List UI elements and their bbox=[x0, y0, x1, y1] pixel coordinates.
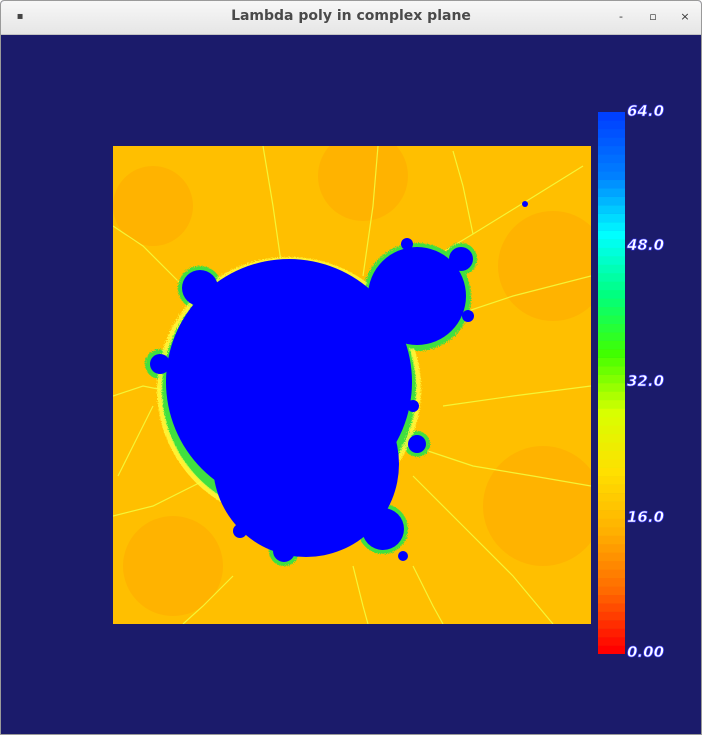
colorbar-cell bbox=[598, 239, 625, 248]
colorbar-cell bbox=[598, 526, 625, 536]
colorbar-cell bbox=[598, 162, 625, 172]
colorbar-cell bbox=[598, 120, 625, 130]
colorbar-cell bbox=[598, 493, 625, 502]
colorbar-cell bbox=[598, 552, 625, 562]
colorbar-cell bbox=[598, 442, 625, 452]
fractal-plot[interactable] bbox=[113, 146, 591, 624]
colorbar-cell bbox=[598, 255, 625, 265]
colorbar-cell bbox=[598, 560, 625, 570]
colorbar-cell bbox=[598, 450, 625, 460]
colorbar-cell bbox=[598, 543, 625, 553]
colorbar-cell bbox=[598, 645, 625, 654]
colorbar bbox=[598, 112, 625, 654]
colorbar-cell bbox=[598, 264, 625, 274]
colorbar-cell bbox=[598, 476, 625, 485]
colorbar-cell bbox=[598, 171, 625, 181]
colorbar-cell bbox=[598, 272, 625, 282]
colorbar-cell bbox=[598, 391, 625, 401]
window-menu-icon[interactable]: ▪ bbox=[16, 11, 24, 22]
title-bar[interactable]: ▪ Lambda poly in complex plane - ▫ × bbox=[1, 1, 701, 35]
colorbar-cell bbox=[598, 374, 625, 384]
colorbar-cell bbox=[598, 603, 625, 612]
colorbar-cell bbox=[598, 213, 625, 223]
minimize-icon[interactable]: - bbox=[619, 10, 623, 23]
colorbar-cell bbox=[598, 222, 625, 231]
colorbar-cell bbox=[598, 611, 625, 621]
colorbar-cell bbox=[598, 179, 625, 189]
colorbar-cell bbox=[598, 518, 625, 528]
colorbar-cell bbox=[598, 594, 625, 604]
colorbar-cell bbox=[598, 620, 625, 629]
colorbar-cell bbox=[598, 306, 625, 316]
colorbar-label-32: 32.0 bbox=[627, 372, 665, 390]
colorbar-cell bbox=[598, 535, 625, 545]
colorbar-cell bbox=[598, 196, 625, 206]
colorbar-cell bbox=[598, 137, 625, 147]
colorbar-cell bbox=[598, 510, 625, 519]
colorbar-cell bbox=[598, 145, 625, 155]
colorbar-cell bbox=[598, 332, 625, 341]
colorbar-cell bbox=[598, 467, 625, 477]
maximize-icon[interactable]: ▫ bbox=[649, 10, 657, 23]
colorbar-cell bbox=[598, 408, 625, 418]
colorbar-cell bbox=[598, 188, 625, 197]
colorbar-cell bbox=[598, 349, 625, 358]
colorbar-cell bbox=[598, 289, 625, 299]
colorbar-cell bbox=[598, 230, 625, 240]
colorbar-cell bbox=[598, 247, 625, 257]
colorbar-cell bbox=[598, 484, 625, 494]
colorbar-cell bbox=[598, 315, 625, 325]
set-interior bbox=[150, 201, 528, 562]
colorbar-cell bbox=[598, 501, 625, 511]
colorbar-cell bbox=[598, 112, 625, 121]
close-icon[interactable]: × bbox=[680, 10, 690, 23]
colorbar-cell bbox=[598, 357, 625, 367]
colorbar-cell bbox=[598, 323, 625, 333]
colorbar-cell bbox=[598, 340, 625, 350]
colorbar-cell bbox=[598, 366, 625, 375]
colorbar-cell bbox=[598, 586, 625, 596]
colorbar-cell bbox=[598, 281, 625, 291]
colorbar-label-48: 48.0 bbox=[627, 236, 665, 254]
colorbar-cell bbox=[598, 205, 625, 214]
colorbar-cell bbox=[598, 569, 625, 579]
colorbar-cell bbox=[598, 298, 625, 308]
colorbar-label-min: 0.00 bbox=[627, 643, 665, 661]
colorbar-cell bbox=[598, 425, 625, 435]
canvas-area: 64.0 48.0 32.0 16.0 0.00 bbox=[1, 35, 701, 734]
colorbar-cell bbox=[598, 433, 625, 443]
window-title: Lambda poly in complex plane bbox=[231, 8, 471, 24]
colorbar-cell bbox=[598, 399, 625, 409]
colorbar-cell bbox=[598, 637, 625, 646]
colorbar-cell bbox=[598, 383, 625, 392]
colorbar-cell bbox=[598, 416, 625, 426]
filaments bbox=[113, 146, 591, 624]
colorbar-label-16: 16.0 bbox=[627, 508, 665, 526]
colorbar-cell bbox=[598, 154, 625, 164]
colorbar-label-max: 64.0 bbox=[627, 102, 665, 120]
colorbar-cell bbox=[598, 628, 625, 638]
colorbar-cell bbox=[598, 459, 625, 468]
colorbar-cell bbox=[598, 577, 625, 587]
colorbar-cell bbox=[598, 128, 625, 138]
